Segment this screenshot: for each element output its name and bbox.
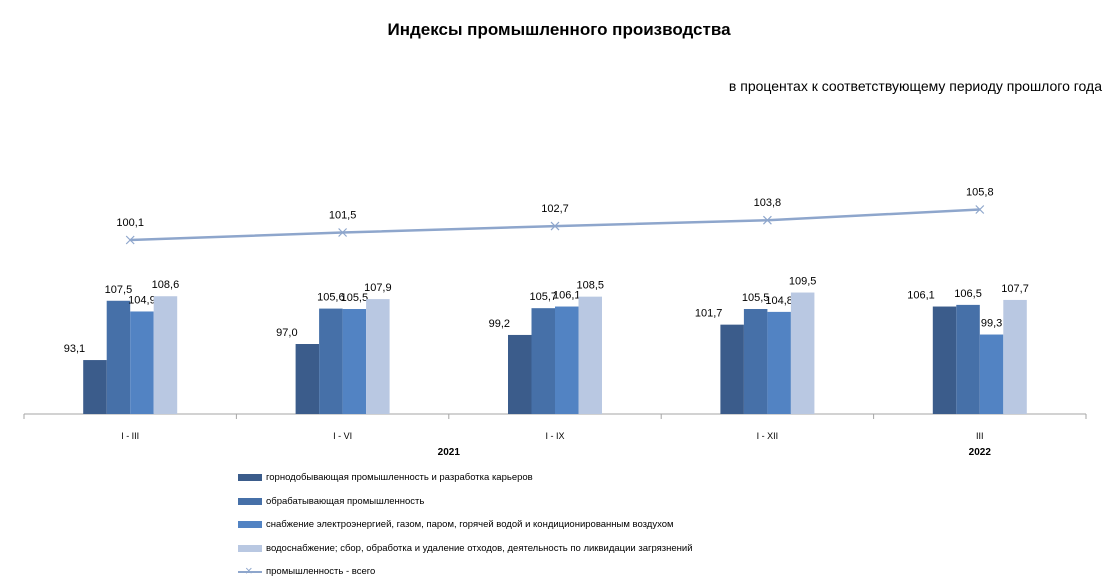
bar (790, 292, 815, 414)
x-tick-label: I - III (121, 431, 139, 441)
bar (508, 334, 532, 414)
legend-item-mining: горнодобывающая промышленность и разрабо… (238, 466, 693, 490)
legend-label-manufacturing: обрабатывающая промышленность (266, 495, 425, 507)
line-point-marker (762, 215, 772, 225)
line-value-label: 105,8 (966, 187, 994, 199)
bar (295, 344, 320, 414)
bar (555, 306, 579, 414)
legend-item-energy: снабжение электроэнергией, газом, паром,… (238, 513, 693, 537)
bar-value-label: 93,1 (64, 343, 85, 355)
bar (319, 308, 343, 414)
bar (767, 311, 791, 414)
x-tick-label: I - IX (545, 431, 564, 441)
bar (342, 309, 367, 414)
chart-title: Индексы промышленного производства (387, 20, 731, 39)
bar-value-label: 105,6 (317, 292, 345, 304)
bar-value-label: 108,6 (152, 279, 180, 291)
bar (366, 299, 390, 414)
bar-value-label: 105,5 (742, 292, 770, 304)
bar-value-label: 107,7 (1001, 283, 1029, 295)
bar (578, 296, 602, 414)
bar-value-label: 105,5 (341, 292, 369, 304)
x-tick-label: III (976, 431, 984, 441)
year-label: 2021 (438, 447, 461, 458)
line-point-marker (338, 228, 348, 237)
bar (743, 309, 768, 414)
legend-swatch-mining (238, 474, 262, 482)
bar-value-label: 104,9 (128, 294, 156, 306)
year-label: 2022 (969, 447, 992, 458)
bar-value-label: 105,7 (529, 291, 557, 303)
line-point-marker (550, 221, 560, 231)
bar-value-label: 99,2 (489, 318, 510, 330)
x-tick-label: I - VI (333, 431, 352, 441)
bar-value-label: 106,1 (907, 290, 935, 302)
bar-value-label: 107,9 (364, 282, 392, 294)
chart-subtitle: в процентах к соответствующему периоду п… (728, 78, 1102, 94)
bar-value-label: 107,5 (105, 284, 133, 296)
line-value-label: 103,8 (754, 197, 782, 209)
legend-item-water: водоснабжение; сбор, обработка и удалени… (238, 537, 693, 561)
bar-value-label: 106,5 (954, 288, 982, 300)
bar-value-label: 101,7 (695, 308, 723, 320)
legend-label-energy: снабжение электроэнергией, газом, паром,… (266, 519, 674, 531)
bar-value-label: 104,8 (765, 295, 793, 307)
bar (130, 311, 154, 414)
line-point-marker (975, 205, 985, 214)
legend-swatch-manufacturing (238, 497, 262, 505)
bar (979, 334, 1004, 414)
legend-label-mining: горнодобывающая промышленность и разрабо… (266, 472, 533, 484)
legend-swatch-water (238, 544, 262, 552)
line-value-label: 102,7 (541, 203, 569, 215)
bar (720, 324, 744, 414)
legend-item-manufacturing: обрабатывающая промышленность (238, 490, 693, 514)
legend: горнодобывающая промышленность и разрабо… (238, 466, 693, 584)
bar-value-label: 106,1 (553, 290, 581, 302)
legend-item-total: промышленность - всего (238, 560, 693, 584)
legend-swatch-energy (238, 521, 262, 529)
bar (83, 360, 107, 414)
legend-label-water: водоснабжение; сбор, обработка и удалени… (266, 542, 693, 554)
bar (153, 296, 178, 414)
bar-value-label: 109,5 (789, 276, 817, 288)
line-value-label: 101,5 (329, 210, 357, 222)
line-point-marker (125, 235, 135, 245)
bar-value-label: 99,3 (981, 318, 1002, 330)
bar-value-label: 97,0 (276, 327, 297, 339)
bar (531, 308, 555, 414)
legend-label-total: промышленность - всего (266, 566, 376, 578)
bar (956, 304, 980, 414)
legend-swatch-total (238, 563, 262, 578)
bar (1003, 299, 1027, 414)
line-value-label: 100,1 (116, 217, 144, 229)
x-tick-label: I - XII (757, 431, 779, 441)
bar (932, 306, 957, 414)
bar (106, 300, 131, 414)
bar-value-label: 108,5 (576, 280, 604, 292)
